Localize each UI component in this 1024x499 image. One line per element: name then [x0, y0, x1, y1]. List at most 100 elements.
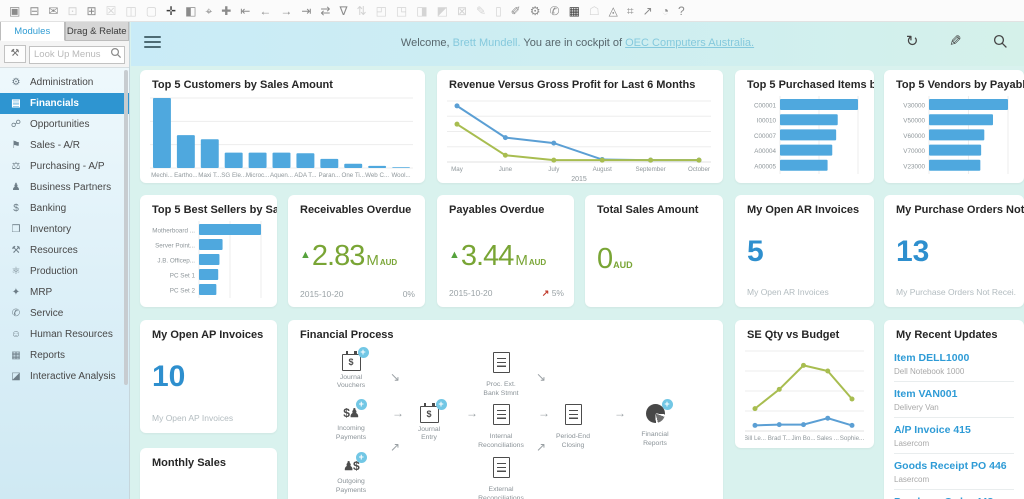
chart-icon[interactable]: ◔	[661, 3, 669, 18]
sidebar-item-interactive-analysis[interactable]: ◪ Interactive Analysis	[0, 366, 129, 387]
process-node-proc-ext-bank-stmnt[interactable]: Proc. Ext. Bank Stmnt	[461, 352, 541, 399]
refresh-icon[interactable]: ⇄	[320, 3, 331, 18]
email-icon[interactable]: ✉	[48, 3, 59, 18]
calendar-icon[interactable]: ▦	[568, 3, 580, 18]
widget-payables-overdue[interactable]: Payables Overdue ▲3.44 MAUD 2015-10-20 ↗ 5…	[437, 195, 574, 307]
lookup-menus-input[interactable]	[29, 45, 125, 64]
window-settings-icon[interactable]: ◬	[608, 3, 618, 18]
recent-update-link[interactable]: Purchase Order 448	[894, 496, 1014, 499]
document-settings-icon[interactable]: ⚙	[529, 3, 541, 18]
phone-icon[interactable]: ✆	[549, 3, 560, 18]
process-node-internal-reconciliations[interactable]: Internal Reconciliations	[461, 404, 541, 451]
widget-po-not-received[interactable]: My Purchase Orders Not Rec... 13 My Purc…	[884, 195, 1024, 307]
sidebar-item-administration[interactable]: ⚙ Administration	[0, 72, 129, 93]
sidebar-item-purchasing-a-p[interactable]: ⚖ Purchasing - A/P	[0, 156, 129, 177]
edit-icon[interactable]: ✎	[949, 33, 962, 50]
company-link[interactable]: OEC Computers Australia.	[625, 37, 755, 49]
tab-drag-relate[interactable]: Drag & Relate	[64, 22, 129, 41]
previous-record-icon[interactable]: ←	[259, 3, 272, 18]
process-node-journal-entry[interactable]: $ + Journal Entry	[389, 399, 469, 443]
process-node-period-end-closing[interactable]: Period-End Closing	[533, 404, 613, 451]
sidebar-scrollbar[interactable]	[124, 70, 128, 385]
move-icon[interactable]: ✛	[166, 3, 177, 18]
recent-update-link[interactable]: A/P Invoice 415	[894, 424, 971, 436]
sidebar-item-service[interactable]: ✆ Service	[0, 303, 129, 324]
search-icon[interactable]	[993, 34, 1008, 49]
svg-text:V23000: V23000	[903, 163, 925, 170]
widget-my-open-ap-invoices[interactable]: My Open AP Invoices 10 My Open AP Invoic…	[140, 320, 277, 433]
recent-update-link[interactable]: Item VAN001	[894, 388, 958, 400]
svg-text:Paran...: Paran...	[318, 172, 340, 179]
menu-settings-button[interactable]: ⚒	[4, 44, 26, 63]
svg-text:August: August	[593, 166, 613, 173]
financial-process-flow: $ + Journal Vouchers $♟ + Incoming Payments ♟$ + O…	[288, 346, 723, 499]
process-node-outgoing-payments[interactable]: ♟$ + Outgoing Payments	[311, 452, 391, 496]
service-icon: ✆	[11, 307, 21, 319]
recent-update-link[interactable]: Goods Receipt PO 446	[894, 460, 1007, 472]
volume-weight-icon: ⊠	[456, 3, 467, 18]
launch-badge-icon[interactable]: +	[661, 399, 673, 410]
sidebar-item-human-resources[interactable]: ☺ Human Resources	[0, 324, 129, 345]
launch-badge-icon[interactable]: +	[357, 347, 369, 358]
launch-badge-icon[interactable]: +	[435, 399, 447, 410]
sidebar-item-production[interactable]: ⚛ Production	[0, 261, 129, 282]
widget-title: Payables Overdue	[449, 204, 545, 216]
widget-total-sales-amount[interactable]: Total Sales Amount 0AUD	[585, 195, 723, 307]
widget-top5-purchased-items[interactable]: Top 5 Purchased Items by Pu... C00001 I00…	[735, 70, 874, 183]
widget-monthly-sales[interactable]: Monthly Sales	[140, 448, 277, 499]
help-icon[interactable]: ?	[677, 3, 685, 18]
next-record-icon[interactable]: →	[280, 3, 293, 18]
refresh-icon[interactable]: ↻	[905, 33, 919, 50]
launch-badge-icon[interactable]: +	[355, 399, 367, 410]
bar	[199, 269, 219, 280]
table-format-icon[interactable]: ◧	[185, 3, 197, 18]
export-arrow-icon[interactable]: ↗	[642, 3, 653, 18]
bar	[199, 254, 220, 265]
export-excel-icon: ☒	[105, 3, 117, 18]
sidebar-item-inventory[interactable]: ❒ Inventory	[0, 219, 129, 240]
find-window-icon[interactable]: ▣	[9, 3, 21, 18]
process-node-incoming-payments[interactable]: $♟ + Incoming Payments	[311, 399, 391, 443]
widget-receivables-overdue[interactable]: Receivables Overdue ▲2.83 MAUD 2015-10-20…	[288, 195, 425, 307]
first-record-icon[interactable]: ⇤	[240, 3, 251, 18]
process-node-financial-reports[interactable]: + Financial Reports	[615, 399, 695, 449]
tab-modules[interactable]: Modules	[0, 22, 65, 41]
menu-toggle-button[interactable]	[144, 36, 161, 51]
flow-arrow-icon: ↗	[536, 440, 547, 454]
sidebar-item-banking[interactable]: $ Banking	[0, 198, 129, 219]
widget-financial-process[interactable]: Financial Process $ + Journal Vouchers $♟ + In…	[288, 320, 723, 499]
sidebar-item-opportunities[interactable]: ☍ Opportunities	[0, 114, 129, 135]
sidebar-item-financials[interactable]: ▤ Financials	[0, 92, 129, 114]
recent-update-link[interactable]: Item DELL1000	[894, 352, 970, 364]
process-node-external-reconciliations[interactable]: External Reconciliations	[461, 457, 541, 499]
sidebar-item-reports[interactable]: ▦ Reports	[0, 345, 129, 366]
widget-top5-customers[interactable]: Top 5 Customers by Sales Amount Mechi...…	[140, 70, 425, 183]
sidebar-item-sales-a-r[interactable]: ⚑ Sales - A/R	[0, 135, 129, 156]
bar	[344, 163, 363, 168]
add-record-icon[interactable]: ✚	[221, 3, 232, 18]
copy-icon[interactable]: ⊞	[86, 3, 97, 18]
organizer-icon[interactable]: ⌗	[626, 3, 634, 18]
widget-top5-best-sellers[interactable]: Top 5 Best Sellers by Sales A... Motherb…	[140, 195, 277, 307]
process-node-journal-vouchers[interactable]: $ + Journal Vouchers	[311, 347, 391, 391]
financials-icon: ▤	[11, 97, 21, 109]
print-icon[interactable]: ⊟	[29, 3, 40, 18]
recent-updates-list: Item DELL1000 Dell Notebook 1000 Item VAN0…	[884, 344, 1024, 499]
launch-badge-icon[interactable]: +	[355, 452, 367, 463]
widget-top5-vendors[interactable]: Top 5 Vendors by Payables O... V30000 V50…	[884, 70, 1024, 183]
widget-my-recent-updates[interactable]: My Recent Updates Item DELL1000 Dell Note…	[884, 320, 1024, 499]
widget-my-open-ar-invoices[interactable]: My Open AR Invoices 5 My Open AR Invoice…	[735, 195, 874, 307]
journal-entry-icon[interactable]: ✐	[510, 3, 521, 18]
cockpit-text: You are in cockpit of	[520, 37, 626, 49]
widget-se-qty-vs-budget[interactable]: SE Qty vs Budget Bill Le... Brad T... Jim …	[735, 320, 874, 448]
bar	[199, 224, 261, 235]
filter-icon[interactable]: ∇	[339, 3, 348, 18]
last-record-icon[interactable]: ⇥	[301, 3, 312, 18]
user-link[interactable]: Brett Mundell.	[452, 37, 521, 49]
sidebar-item-mrp[interactable]: ✦ MRP	[0, 282, 129, 303]
find-icon[interactable]: ⌖	[205, 3, 213, 18]
widget-revenue-vs-gross-profit[interactable]: Revenue Versus Gross Profit for Last 6 M…	[437, 70, 723, 183]
sidebar-item-resources[interactable]: ⚒ Resources	[0, 240, 129, 261]
sidebar-item-business-partners[interactable]: ♟ Business Partners	[0, 177, 129, 198]
period-end-closing-icon	[564, 404, 582, 425]
